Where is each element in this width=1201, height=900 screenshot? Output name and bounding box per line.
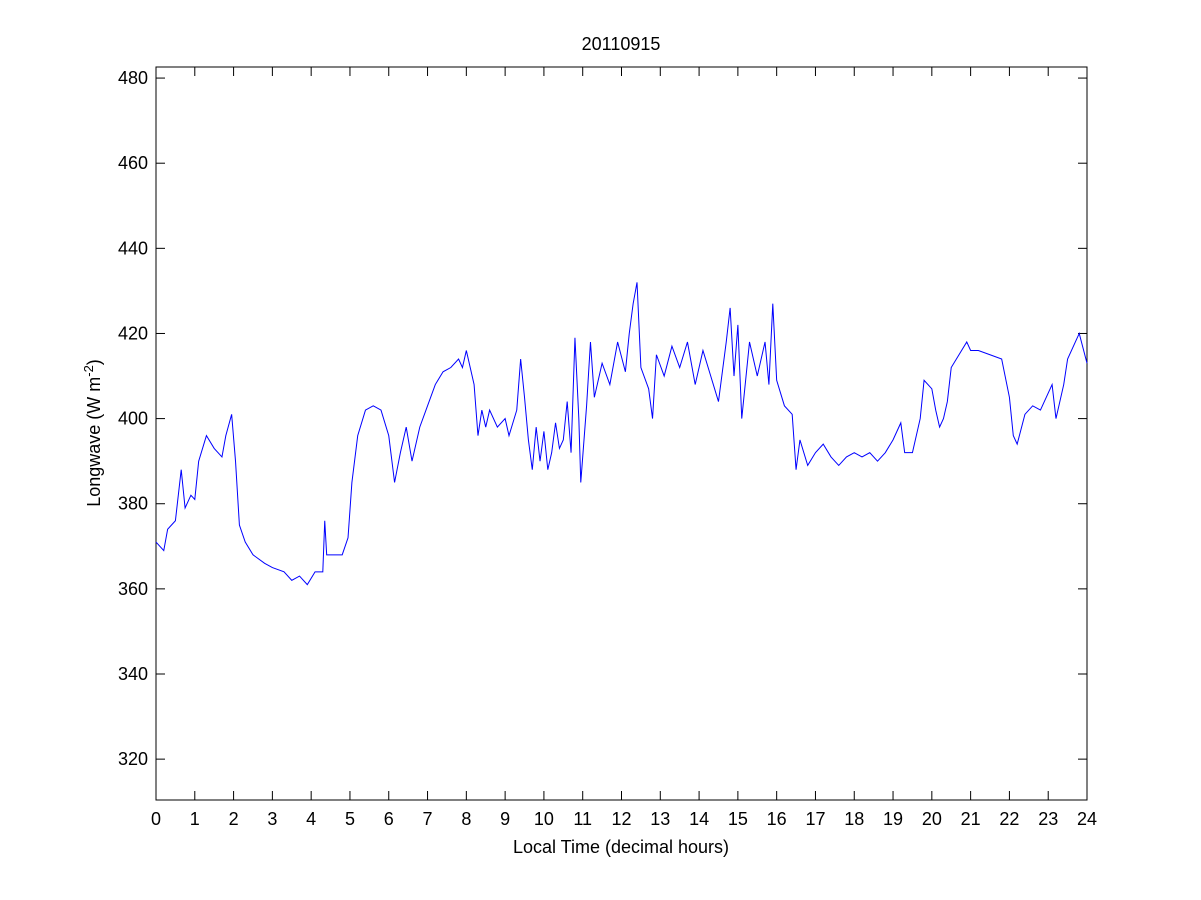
x-tick-label: 13 bbox=[650, 809, 670, 829]
data-line bbox=[155, 282, 1088, 586]
y-axis-label-text: Longwave (W m bbox=[84, 377, 104, 507]
x-tick-label: 11 bbox=[573, 809, 592, 829]
x-tick-label: 5 bbox=[345, 809, 355, 829]
y-tick-label: 460 bbox=[118, 153, 148, 173]
x-axis-label: Local Time (decimal hours) bbox=[513, 837, 729, 857]
x-tick-label: 17 bbox=[805, 809, 825, 829]
x-tick-label: 12 bbox=[611, 809, 631, 829]
x-tick-label: 18 bbox=[844, 809, 864, 829]
x-tick-label: 21 bbox=[961, 809, 981, 829]
x-tick-label: 16 bbox=[767, 809, 787, 829]
x-tick-label: 8 bbox=[461, 809, 471, 829]
x-tick-label: 19 bbox=[883, 809, 903, 829]
x-tick-label: 7 bbox=[423, 809, 433, 829]
x-tick-label: 20 bbox=[922, 809, 942, 829]
y-tick-label: 420 bbox=[118, 323, 148, 343]
y-axis-label: Longwave (W m-2) bbox=[81, 359, 105, 507]
y-tick-label: 400 bbox=[118, 409, 148, 429]
x-tick-label: 23 bbox=[1038, 809, 1058, 829]
x-tick-label: 0 bbox=[151, 809, 161, 829]
chart-title: 20110915 bbox=[582, 34, 661, 54]
x-tick-label: 22 bbox=[999, 809, 1019, 829]
y-tick-label: 440 bbox=[118, 238, 148, 258]
y-axis-label-sup: -2 bbox=[81, 365, 96, 377]
x-tick-label: 24 bbox=[1077, 809, 1097, 829]
x-tick-label: 6 bbox=[384, 809, 394, 829]
x-tick-label: 4 bbox=[306, 809, 316, 829]
y-tick-label: 340 bbox=[118, 664, 148, 684]
x-tick-label: 10 bbox=[534, 809, 554, 829]
x-tick-label: 14 bbox=[689, 809, 709, 829]
x-tick-label: 2 bbox=[229, 809, 239, 829]
y-tick-label: 480 bbox=[118, 68, 148, 88]
x-tick-label: 9 bbox=[500, 809, 510, 829]
y-tick-label: 320 bbox=[118, 749, 148, 769]
y-axis-label-suffix: ) bbox=[84, 359, 104, 365]
y-tick-label: 380 bbox=[118, 494, 148, 514]
x-tick-label: 1 bbox=[190, 809, 200, 829]
x-tick-label: 15 bbox=[728, 809, 748, 829]
y-tick-label: 360 bbox=[118, 579, 148, 599]
x-tick-label: 3 bbox=[267, 809, 277, 829]
